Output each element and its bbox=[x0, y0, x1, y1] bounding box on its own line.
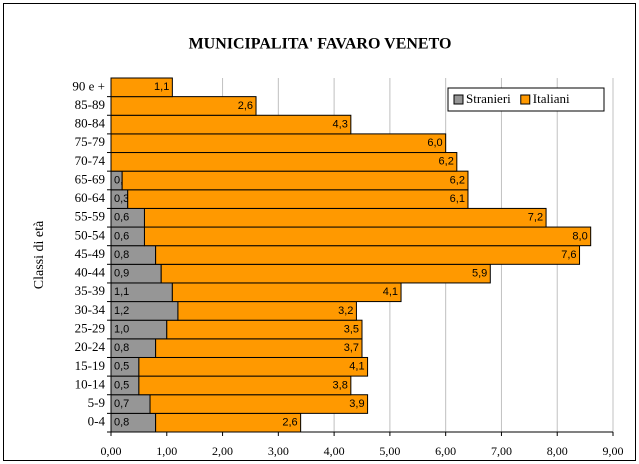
y-tick-label: 15-19 bbox=[75, 358, 105, 373]
data-label: 0,5 bbox=[114, 379, 129, 391]
y-axis-label: Classi di età bbox=[32, 220, 47, 289]
bar bbox=[155, 245, 581, 265]
y-tick-label: 80-84 bbox=[75, 116, 106, 131]
bar bbox=[138, 356, 369, 377]
x-tick-label: 0,00 bbox=[101, 444, 122, 458]
x-tick-label: 6,00 bbox=[435, 444, 456, 458]
data-label: 0,5 bbox=[114, 361, 129, 373]
bar bbox=[127, 189, 469, 209]
bar bbox=[155, 338, 363, 358]
bar bbox=[143, 226, 592, 247]
data-label: 4,3 bbox=[333, 118, 348, 130]
bar bbox=[143, 207, 547, 228]
data-label: 0,8 bbox=[114, 342, 129, 354]
data-label: 2,6 bbox=[238, 100, 253, 112]
bar bbox=[177, 301, 357, 321]
y-tick-label: 70-74 bbox=[75, 153, 106, 168]
legend-label: Stranieri bbox=[466, 91, 511, 106]
data-label: 0,6 bbox=[114, 230, 129, 242]
y-tick-label: 10-14 bbox=[75, 376, 106, 391]
bar bbox=[166, 319, 363, 340]
y-tick-label: 85-89 bbox=[75, 97, 105, 112]
data-label: 6,0 bbox=[427, 137, 442, 149]
bar bbox=[138, 375, 352, 396]
x-tick-label: 3,00 bbox=[268, 444, 289, 458]
legend-label: Italiani bbox=[533, 91, 570, 106]
data-label: 4,1 bbox=[383, 286, 398, 298]
y-tick-label: 55-59 bbox=[75, 209, 105, 224]
data-label: 6,1 bbox=[450, 193, 465, 205]
data-label: 0,8 bbox=[114, 417, 129, 429]
data-label: 3,5 bbox=[344, 323, 359, 335]
data-label: 7,2 bbox=[528, 212, 543, 224]
x-tick-label: 4,00 bbox=[324, 444, 345, 458]
y-tick-label: 5-9 bbox=[88, 395, 105, 410]
y-tick-label: 75-79 bbox=[75, 134, 105, 149]
x-tick-label: 8,00 bbox=[547, 444, 568, 458]
bar bbox=[110, 114, 352, 135]
bar bbox=[110, 96, 257, 116]
bar bbox=[110, 133, 447, 154]
x-tick-label: 7,00 bbox=[491, 444, 512, 458]
x-tick-label: 2,00 bbox=[212, 444, 233, 458]
legend-swatch bbox=[453, 94, 464, 105]
data-label: 6,2 bbox=[450, 174, 465, 186]
bar bbox=[171, 282, 402, 303]
y-tick-label: 25-29 bbox=[75, 321, 105, 336]
data-label: 0,7 bbox=[114, 398, 129, 410]
y-tick-label: 0-4 bbox=[88, 414, 106, 429]
data-label: 1,1 bbox=[114, 286, 129, 298]
data-label: 8,0 bbox=[572, 230, 587, 242]
x-tick-label: 9,00 bbox=[603, 444, 624, 458]
y-tick-label: 20-24 bbox=[75, 339, 106, 354]
data-label: 0,3 bbox=[114, 193, 129, 205]
y-tick-label: 90 e + bbox=[72, 78, 105, 93]
bar bbox=[110, 152, 458, 172]
x-tick-label: 5,00 bbox=[379, 444, 400, 458]
data-label: 3,7 bbox=[344, 342, 359, 354]
data-label: 0,8 bbox=[114, 249, 129, 261]
y-tick-label: 30-34 bbox=[75, 302, 106, 317]
data-label: 0,6 bbox=[114, 212, 129, 224]
y-tick-label: 50-54 bbox=[75, 227, 106, 242]
bar bbox=[160, 263, 491, 284]
bar bbox=[155, 412, 302, 433]
y-tick-label: 35-39 bbox=[75, 283, 105, 298]
data-label: 1,1 bbox=[154, 81, 169, 93]
bar bbox=[121, 170, 469, 191]
bar bbox=[149, 394, 369, 414]
data-label: 3,2 bbox=[338, 305, 353, 317]
y-tick-label: 40-44 bbox=[75, 265, 106, 280]
y-tick-label: 45-49 bbox=[75, 246, 105, 261]
x-tick-label: 1,00 bbox=[156, 444, 177, 458]
data-label: 6,2 bbox=[439, 156, 454, 168]
data-label: 5,9 bbox=[472, 268, 487, 280]
data-label: 3,9 bbox=[349, 398, 364, 410]
data-label: 7,6 bbox=[561, 249, 576, 261]
y-tick-label: 60-64 bbox=[75, 190, 106, 205]
data-label: 4,1 bbox=[349, 361, 364, 373]
y-tick-label: 65-69 bbox=[75, 171, 105, 186]
data-label: 1,2 bbox=[114, 305, 129, 317]
data-label: 2,6 bbox=[282, 417, 297, 429]
legend-swatch bbox=[520, 94, 531, 105]
data-label: 1,0 bbox=[114, 323, 129, 335]
chart-title: MUNICIPALITA' FAVARO VENETO bbox=[189, 36, 452, 53]
data-label: 3,8 bbox=[333, 379, 348, 391]
data-label: 0,9 bbox=[114, 268, 129, 280]
